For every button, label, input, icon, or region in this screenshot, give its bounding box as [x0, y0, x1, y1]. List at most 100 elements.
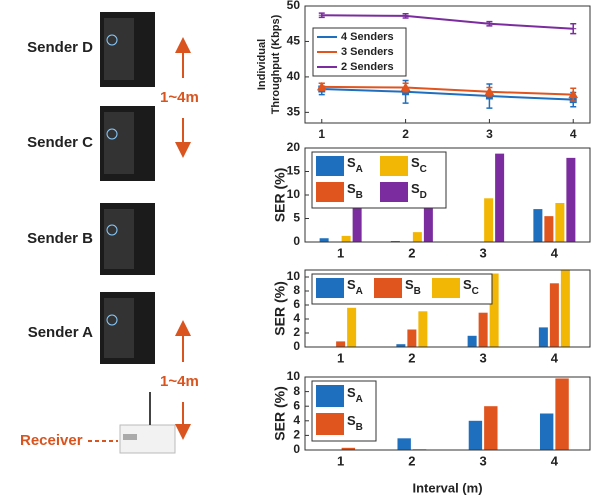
bar	[468, 420, 483, 450]
x-tick-label: 4	[551, 245, 559, 260]
y-tick-label: 4	[293, 311, 300, 325]
x-tick-label: 3	[480, 245, 487, 260]
y-tick-label: 2	[293, 428, 300, 442]
y-axis-label: SER (%)	[272, 386, 288, 440]
bar	[397, 438, 411, 450]
x-tick-label: 4	[551, 350, 559, 365]
bar	[566, 157, 576, 242]
legend-swatch	[374, 278, 402, 298]
marker	[484, 86, 495, 96]
y-axis-label: Throughput (Kbps)	[270, 14, 282, 114]
bar	[341, 235, 351, 242]
sender-label: Sender B	[27, 230, 93, 247]
bar	[555, 378, 569, 450]
legend-label: SA	[347, 155, 363, 174]
bar	[495, 153, 505, 242]
y-tick-label: 45	[287, 34, 301, 48]
legend-swatch	[316, 156, 344, 176]
bar	[478, 312, 488, 347]
x-tick-label: 1	[337, 350, 344, 365]
bar	[412, 232, 422, 242]
plot	[341, 378, 569, 450]
y-axis-label: Individual	[256, 39, 268, 90]
legend-label: SA	[347, 277, 363, 296]
chart: 0 5 10 15 20 SER (%) 1 2 3 4 SA SB SC SD	[272, 140, 591, 260]
tower	[100, 106, 155, 181]
y-tick-label: 8	[293, 283, 300, 297]
x-tick-label: 3	[486, 127, 493, 141]
tower	[100, 203, 155, 275]
legend-label: 3 Senders	[341, 46, 394, 58]
y-tick-label: 10	[287, 369, 301, 383]
plot	[336, 270, 570, 347]
y-tick-label: 35	[287, 105, 301, 119]
legend-swatch	[316, 413, 344, 435]
legend-label: SB	[347, 413, 363, 432]
legend-label: SC	[463, 277, 479, 296]
y-tick-label: 15	[287, 164, 301, 178]
sender-label: Sender C	[27, 134, 93, 151]
axes-frame	[304, 269, 591, 348]
y-tick-label: 2	[293, 325, 300, 339]
bar	[533, 209, 543, 242]
y-tick-label: 8	[293, 384, 300, 398]
legend-label: SC	[411, 155, 427, 174]
y-tick-label: 6	[293, 398, 300, 412]
bar	[467, 335, 477, 347]
y-tick-label: 0	[293, 234, 300, 248]
y-tick-label: 4	[293, 413, 300, 427]
legend-label: SD	[411, 181, 427, 200]
marker	[400, 82, 411, 92]
spacing-label: 1~4m	[160, 89, 199, 106]
line	[321, 14, 574, 30]
sender-label: Sender D	[27, 39, 93, 56]
y-tick-label: 10	[287, 269, 301, 283]
bar	[352, 204, 362, 242]
bar	[341, 447, 356, 450]
bar	[555, 202, 565, 242]
legend-label: 2 Senders	[341, 61, 394, 73]
diagram: Sender D Sender C Sender B Sender A Rece…	[20, 12, 199, 454]
legend: 4 Senders 3 Senders 2 Senders	[312, 27, 407, 77]
bar	[336, 341, 346, 347]
spacing-label: 1~4m	[160, 373, 199, 390]
legend-swatch	[316, 278, 344, 298]
y-tick-label: 0	[293, 339, 300, 353]
plot	[316, 12, 579, 109]
tower	[100, 12, 155, 87]
y-tick-label: 6	[293, 297, 300, 311]
y-axis-label: SER (%)	[272, 168, 288, 222]
x-tick-label: 1	[337, 245, 344, 260]
legend-label: SB	[347, 181, 363, 200]
bar	[396, 344, 406, 347]
legend-label: SA	[347, 385, 363, 404]
bar	[538, 327, 548, 347]
y-tick-label: 50	[287, 0, 301, 12]
axes-frame	[304, 376, 591, 451]
x-tick-label: 2	[402, 127, 409, 141]
y-tick-label: 40	[287, 69, 301, 83]
tower	[100, 292, 155, 364]
axes-frame	[304, 147, 591, 243]
legend-swatch	[432, 278, 460, 298]
legend-swatch	[380, 156, 408, 176]
line	[321, 87, 574, 101]
legend: SA SB	[311, 380, 377, 442]
bar	[484, 406, 498, 450]
y-tick-label: 5	[293, 211, 300, 225]
x-tick-label: 3	[480, 453, 487, 468]
bar	[319, 238, 329, 242]
chart: 35 40 45 50 Individual Throughput (Kbps) 1 2 3 4 4…	[256, 0, 591, 141]
x-tick-label: 4	[570, 127, 577, 141]
x-tick-label: 2	[408, 453, 415, 468]
y-tick-label: 10	[287, 187, 301, 201]
bar	[484, 198, 494, 242]
y-tick-label: 20	[287, 140, 301, 154]
legend-swatch	[316, 385, 344, 407]
receiver-label: Receiver	[20, 432, 83, 449]
bar	[347, 307, 357, 347]
bar	[539, 413, 554, 450]
